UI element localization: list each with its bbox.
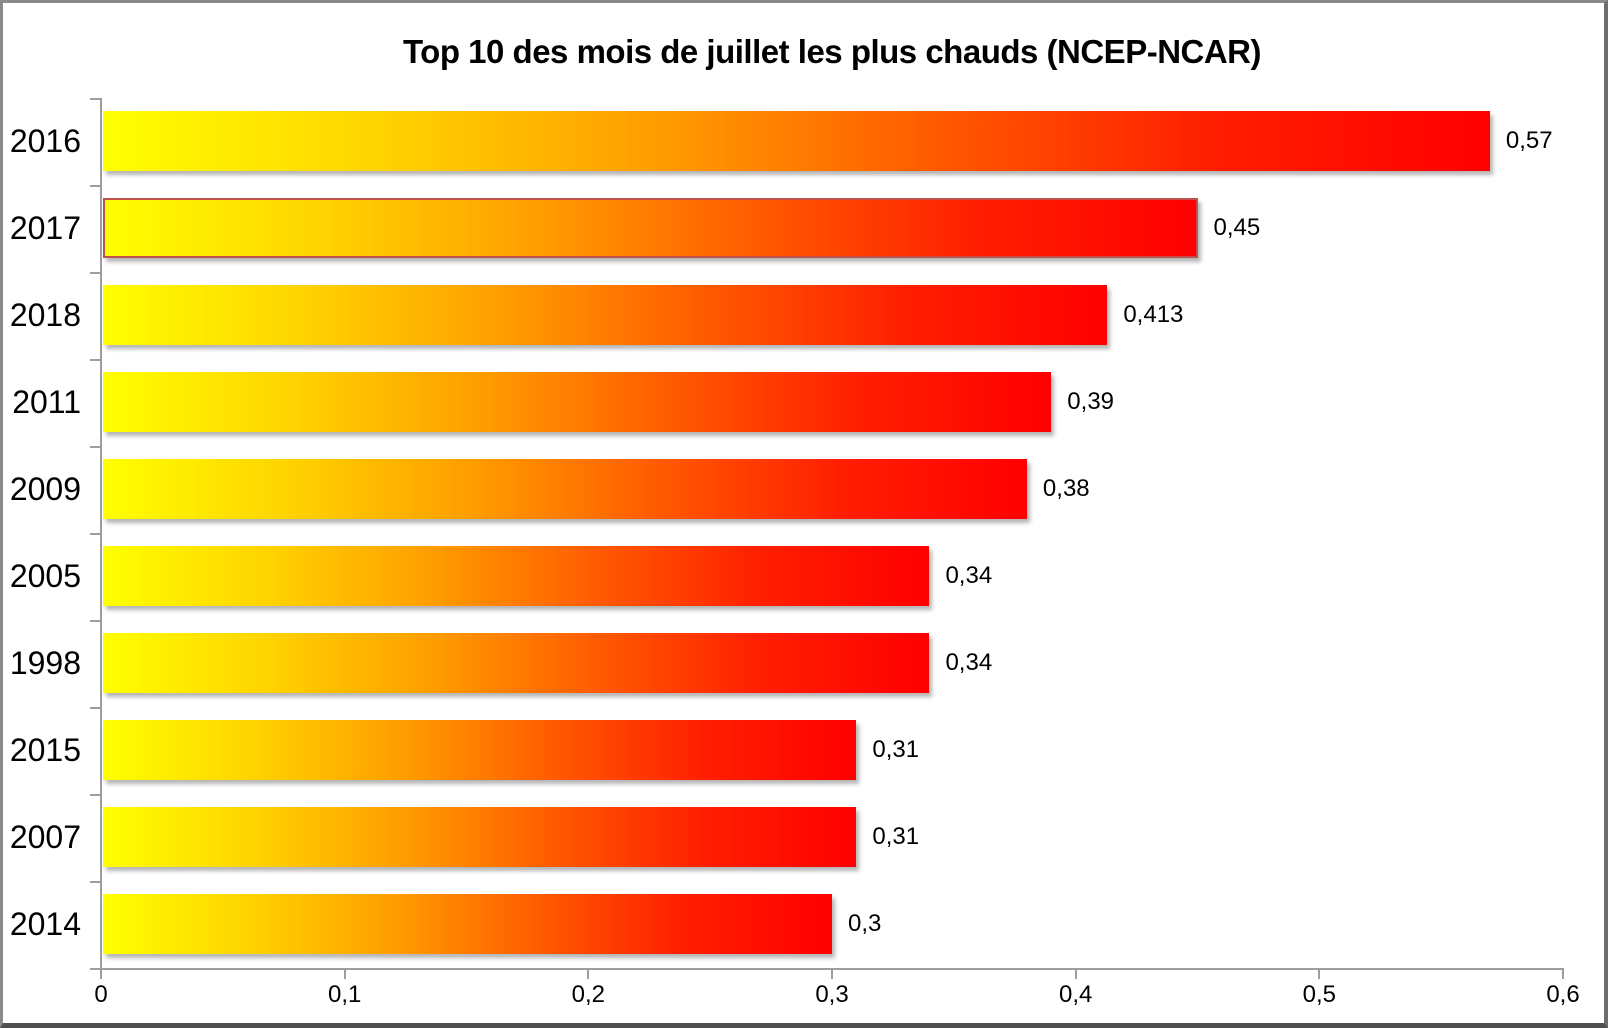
x-axis-tick — [831, 968, 833, 979]
chart-title: Top 10 des mois de juillet les plus chau… — [402, 33, 1262, 70]
x-axis-tick — [1074, 968, 1077, 979]
category-label: 2017 — [9, 210, 81, 246]
y-axis-tick — [90, 272, 101, 274]
bar[interactable] — [103, 285, 1108, 345]
bar[interactable] — [103, 633, 930, 693]
value-label: 0,31 — [872, 823, 920, 850]
value-label: 0,413 — [1123, 301, 1184, 328]
value-label: 0,38 — [1042, 475, 1090, 502]
bar[interactable] — [103, 459, 1027, 519]
bar[interactable] — [103, 198, 1198, 258]
y-axis-tick — [90, 185, 101, 187]
category-label: 2005 — [9, 558, 81, 594]
y-axis-tick — [90, 968, 101, 970]
x-axis-tick-label: 0,3 — [815, 981, 849, 1008]
category-label: 2016 — [9, 123, 81, 159]
x-axis-tick-label: 0,2 — [571, 981, 606, 1008]
category-label: 2011 — [12, 384, 81, 420]
category-label: 2015 — [9, 732, 81, 768]
category-label: 2014 — [9, 906, 81, 942]
x-axis-tick-label: 0,4 — [1058, 981, 1093, 1008]
bar[interactable] — [103, 807, 857, 867]
y-axis-tick — [90, 620, 101, 622]
bar[interactable] — [103, 111, 1490, 171]
y-axis-tick — [90, 533, 101, 535]
bar[interactable] — [103, 894, 832, 954]
bar[interactable] — [103, 372, 1052, 432]
value-label: 0,34 — [945, 649, 993, 676]
category-label: 2007 — [9, 819, 81, 855]
y-axis-tick — [90, 446, 101, 448]
y-axis-tick — [90, 794, 101, 796]
category-label: 2009 — [9, 471, 81, 507]
bar[interactable] — [103, 720, 857, 780]
x-axis-tick — [343, 968, 346, 979]
x-axis-tick-label: 0 — [94, 981, 108, 1008]
x-axis-tick-label: 0,1 — [327, 981, 362, 1008]
y-axis-tick — [90, 707, 101, 709]
category-label: 2018 — [9, 297, 81, 333]
y-axis-tick — [90, 881, 101, 883]
x-axis-tick — [1318, 968, 1321, 979]
value-label: 0,45 — [1213, 214, 1261, 241]
value-label: 0,31 — [872, 736, 920, 763]
x-axis-tick — [100, 968, 102, 979]
x-axis-tick — [1562, 968, 1564, 979]
y-axis-tick — [90, 98, 101, 100]
x-axis-line — [90, 968, 1564, 970]
bar[interactable] — [103, 546, 930, 606]
x-axis-tick-label: 0,5 — [1302, 981, 1337, 1008]
value-label: 0,34 — [945, 562, 993, 589]
value-label: 0,39 — [1067, 388, 1115, 415]
x-axis-tick-label: 0,6 — [1546, 981, 1580, 1008]
y-axis-tick — [90, 359, 101, 361]
value-label: 0,57 — [1505, 127, 1553, 154]
x-axis-tick — [587, 968, 590, 979]
y-axis-line — [100, 98, 102, 970]
category-label: 1998 — [9, 645, 81, 681]
value-label: 0,3 — [848, 910, 882, 937]
